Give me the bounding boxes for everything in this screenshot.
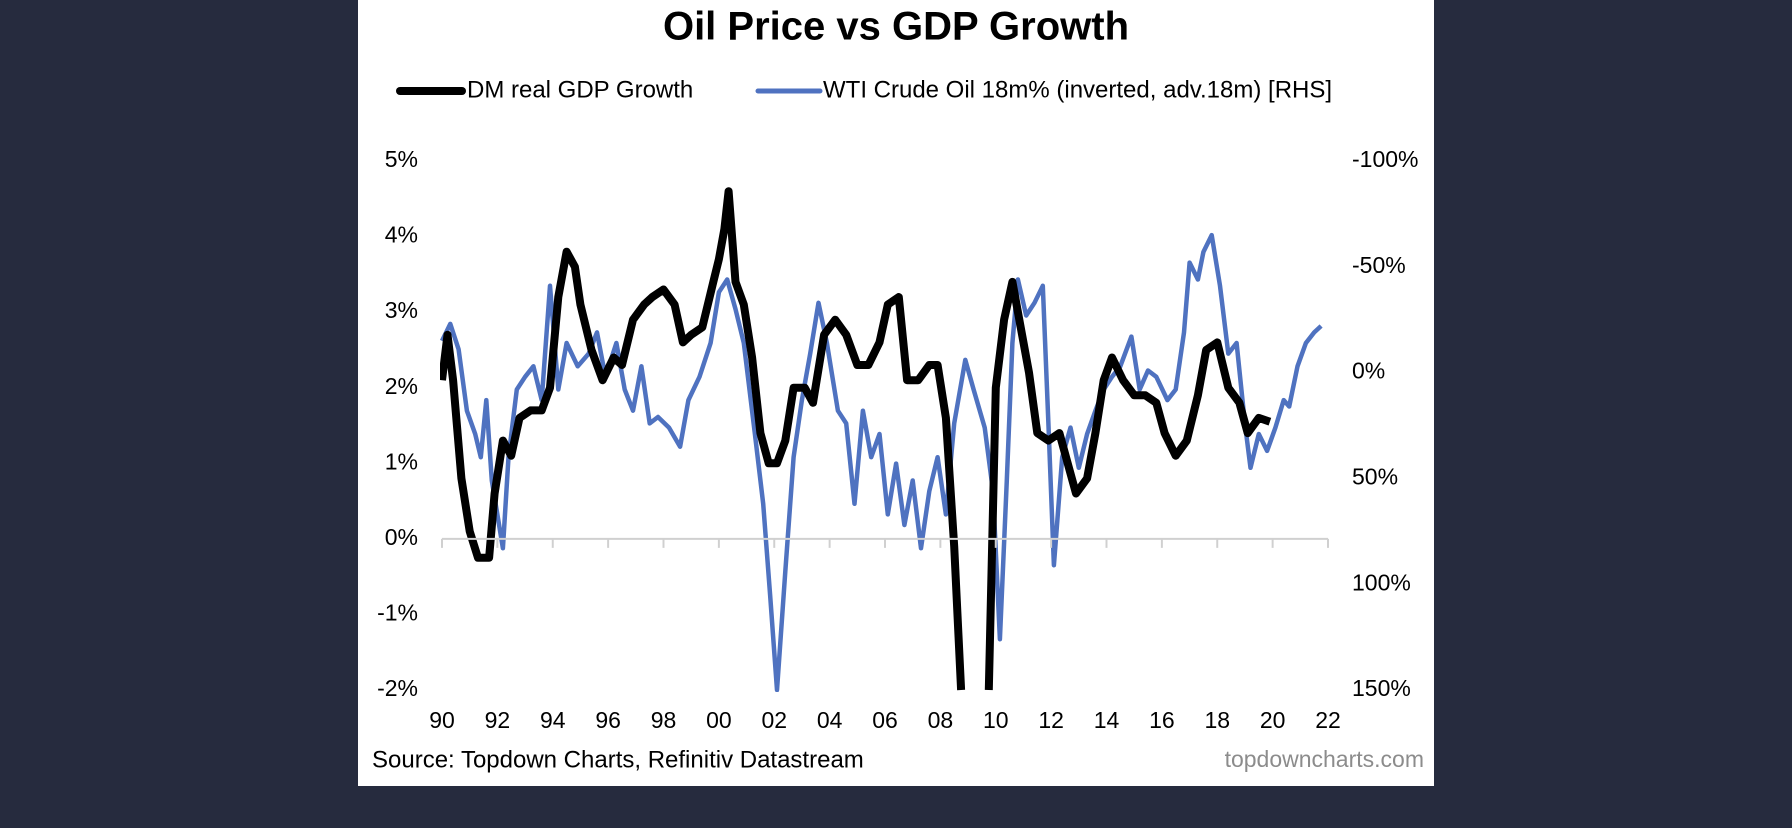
y2-tick-label: 50% — [1352, 463, 1398, 489]
x-tick-label: 94 — [540, 707, 566, 733]
plot-area — [440, 187, 1323, 692]
x-tick-label: 98 — [651, 707, 677, 733]
source-note: Source: Topdown Charts, Refinitiv Datast… — [372, 746, 864, 773]
y2-tick-label: -50% — [1352, 252, 1406, 278]
chart-title: Oil Price vs GDP Growth — [663, 5, 1129, 49]
watermark: topdowncharts.com — [1225, 746, 1424, 772]
x-tick-label: 96 — [595, 707, 621, 733]
y-tick-label: -2% — [377, 675, 418, 701]
x-tick-label: 10 — [983, 707, 1009, 733]
y-tick-label: 4% — [385, 222, 418, 248]
y-tick-label: -1% — [377, 600, 418, 626]
x-tick-label: 14 — [1094, 707, 1120, 733]
x-tick-label: 90 — [429, 707, 455, 733]
y-tick-label: 5% — [385, 146, 418, 172]
chart-panel — [358, 0, 1434, 786]
y-tick-label: 2% — [385, 373, 418, 399]
x-tick-label: 18 — [1204, 707, 1230, 733]
y-tick-label: 3% — [385, 297, 418, 323]
y-tick-label: 1% — [385, 448, 418, 474]
x-tick-label: 12 — [1038, 707, 1064, 733]
x-tick-label: 16 — [1149, 707, 1175, 733]
series-line — [440, 187, 1272, 691]
x-tick-label: 22 — [1315, 707, 1341, 733]
y2-tick-label: -100% — [1352, 146, 1418, 172]
x-tick-label: 08 — [928, 707, 954, 733]
x-tick-label: 00 — [706, 707, 732, 733]
x-tick-label: 06 — [872, 707, 898, 733]
legend-label: WTI Crude Oil 18m% (inverted, adv.18m) [… — [823, 76, 1332, 103]
series-line — [440, 232, 1323, 692]
x-tick-label: 04 — [817, 707, 843, 733]
y-tick-label: 0% — [385, 524, 418, 550]
legend-label: DM real GDP Growth — [467, 76, 693, 103]
y2-tick-label: 0% — [1352, 358, 1385, 384]
y2-tick-label: 150% — [1352, 675, 1411, 701]
x-tick-label: 20 — [1260, 707, 1286, 733]
x-tick-label: 02 — [761, 707, 787, 733]
x-tick-label: 92 — [485, 707, 511, 733]
y2-tick-label: 100% — [1352, 569, 1411, 595]
